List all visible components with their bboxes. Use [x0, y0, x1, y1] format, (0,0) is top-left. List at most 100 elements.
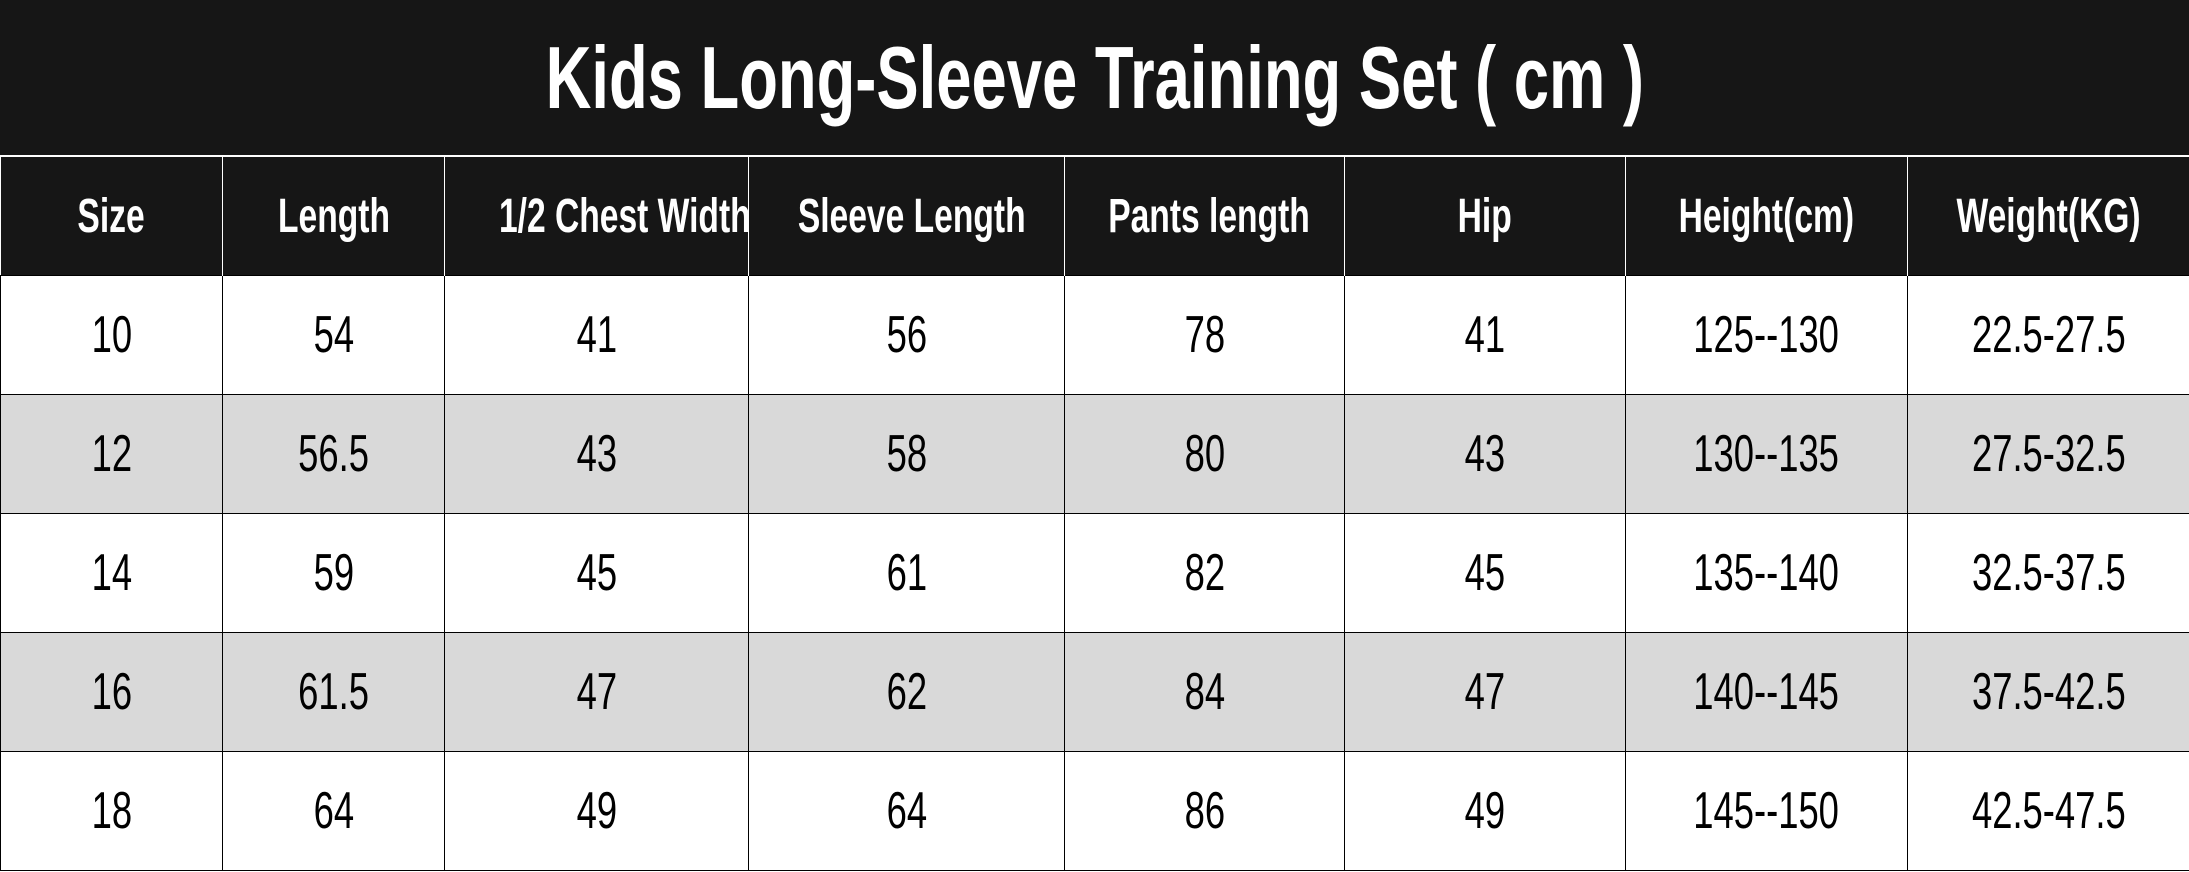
cell-value: 130--135 — [1693, 425, 1840, 483]
table-cell: 58 — [748, 394, 1065, 514]
cell-value: 84 — [1184, 663, 1225, 721]
cell-value: 41 — [1464, 306, 1506, 364]
cell-value: 47 — [576, 663, 617, 721]
column-header: Sleeve Length — [748, 157, 1065, 276]
table-cell: 56 — [748, 275, 1065, 395]
cell-value: 49 — [576, 782, 617, 840]
cell-value: 64 — [313, 782, 354, 840]
cell-value: 45 — [576, 544, 617, 602]
cell-value: 56 — [886, 306, 927, 364]
table-cell: 43 — [1344, 394, 1626, 514]
cell-value: 47 — [1464, 663, 1506, 721]
table-cell: 86 — [1064, 751, 1345, 871]
table-cell: 45 — [444, 513, 749, 633]
column-header-label: 1/2 Chest Width — [498, 189, 749, 243]
table-cell: 130--135 — [1625, 394, 1908, 514]
table-cell: 27.5-32.5 — [1907, 394, 2189, 514]
column-header: Height(cm) — [1625, 157, 1908, 276]
cell-value: 56.5 — [298, 425, 369, 483]
cell-value: 59 — [313, 544, 354, 602]
cell-value: 64 — [886, 782, 927, 840]
cell-value: 22.5-27.5 — [1971, 306, 2126, 364]
cell-value: 41 — [576, 306, 617, 364]
cell-value: 27.5-32.5 — [1971, 425, 2126, 483]
cell-value: 14 — [91, 544, 132, 602]
cell-value: 145--150 — [1693, 782, 1840, 840]
cell-value: 80 — [1184, 425, 1225, 483]
column-header-label: Length — [277, 189, 390, 243]
table-cell: 64 — [748, 751, 1065, 871]
table-row: 12 56.5 43 58 80 43 130--135 27.5-32.5 — [0, 394, 2189, 514]
column-header: Length — [222, 157, 445, 276]
column-header: Size — [0, 157, 223, 276]
table-cell: 145--150 — [1625, 751, 1908, 871]
table-cell: 61 — [748, 513, 1065, 633]
table-cell: 62 — [748, 632, 1065, 752]
table-cell: 64 — [222, 751, 445, 871]
table-cell: 42.5-47.5 — [1907, 751, 2189, 871]
title-text: Kids Long-Sleeve Training Set ( cm ) — [545, 27, 1644, 127]
table-title: Kids Long-Sleeve Training Set ( cm ) — [0, 0, 2189, 157]
cell-value: 12 — [91, 425, 132, 483]
table-cell: 41 — [1344, 275, 1626, 395]
table-cell: 12 — [0, 394, 223, 514]
table-cell: 32.5-37.5 — [1907, 513, 2189, 633]
table-cell: 49 — [444, 751, 749, 871]
table-cell: 135--140 — [1625, 513, 1908, 633]
cell-value: 58 — [886, 425, 927, 483]
table-cell: 14 — [0, 513, 223, 633]
table-row: 18 64 49 64 86 49 145--150 42.5-47.5 — [0, 751, 2189, 871]
table-cell: 140--145 — [1625, 632, 1908, 752]
cell-value: 78 — [1184, 306, 1225, 364]
table-cell: 18 — [0, 751, 223, 871]
column-header: Hip — [1344, 157, 1626, 276]
cell-value: 82 — [1184, 544, 1225, 602]
cell-value: 62 — [886, 663, 927, 721]
table-cell: 56.5 — [222, 394, 445, 514]
table-cell: 37.5-42.5 — [1907, 632, 2189, 752]
cell-value: 43 — [576, 425, 617, 483]
table-cell: 47 — [1344, 632, 1626, 752]
column-header: 1/2 Chest Width — [444, 157, 749, 276]
table-row: 16 61.5 47 62 84 47 140--145 37.5-42.5 — [0, 632, 2189, 752]
column-header-label: Pants length — [1108, 189, 1310, 243]
cell-value: 125--130 — [1693, 306, 1840, 364]
table-cell: 78 — [1064, 275, 1345, 395]
table-cell: 10 — [0, 275, 223, 395]
table-cell: 43 — [444, 394, 749, 514]
cell-value: 86 — [1184, 782, 1225, 840]
table-cell: 59 — [222, 513, 445, 633]
cell-value: 32.5-37.5 — [1971, 544, 2126, 602]
cell-value: 16 — [91, 663, 132, 721]
cell-value: 140--145 — [1693, 663, 1840, 721]
cell-value: 135--140 — [1693, 544, 1840, 602]
column-header: Weight(KG) — [1907, 157, 2189, 276]
table-cell: 16 — [0, 632, 223, 752]
column-header-label: Height(cm) — [1678, 189, 1855, 243]
cell-value: 10 — [91, 306, 132, 364]
table-cell: 84 — [1064, 632, 1345, 752]
column-header-label: Weight(KG) — [1956, 189, 2141, 243]
cell-value: 45 — [1464, 544, 1506, 602]
cell-value: 42.5-47.5 — [1971, 782, 2126, 840]
table-row: 14 59 45 61 82 45 135--140 32.5-37.5 — [0, 513, 2189, 633]
table-cell: 47 — [444, 632, 749, 752]
cell-value: 54 — [313, 306, 354, 364]
cell-value: 37.5-42.5 — [1971, 663, 2126, 721]
table-cell: 61.5 — [222, 632, 445, 752]
table-cell: 45 — [1344, 513, 1626, 633]
table-cell: 80 — [1064, 394, 1345, 514]
cell-value: 49 — [1464, 782, 1506, 840]
table-cell: 82 — [1064, 513, 1345, 633]
table-cell: 22.5-27.5 — [1907, 275, 2189, 395]
table-cell: 54 — [222, 275, 445, 395]
cell-value: 18 — [91, 782, 132, 840]
header-row: Size Length 1/2 Chest Width Sleeve Length Pa… — [0, 157, 2189, 276]
table-cell: 41 — [444, 275, 749, 395]
column-header-label: Sleeve Length — [797, 189, 1026, 243]
cell-value: 43 — [1464, 425, 1506, 483]
table-cell: 49 — [1344, 751, 1626, 871]
table-cell: 125--130 — [1625, 275, 1908, 395]
size-chart-table: Size Length 1/2 Chest Width Sleeve Length Pa… — [0, 157, 2189, 871]
column-header-label: Size — [77, 189, 145, 243]
